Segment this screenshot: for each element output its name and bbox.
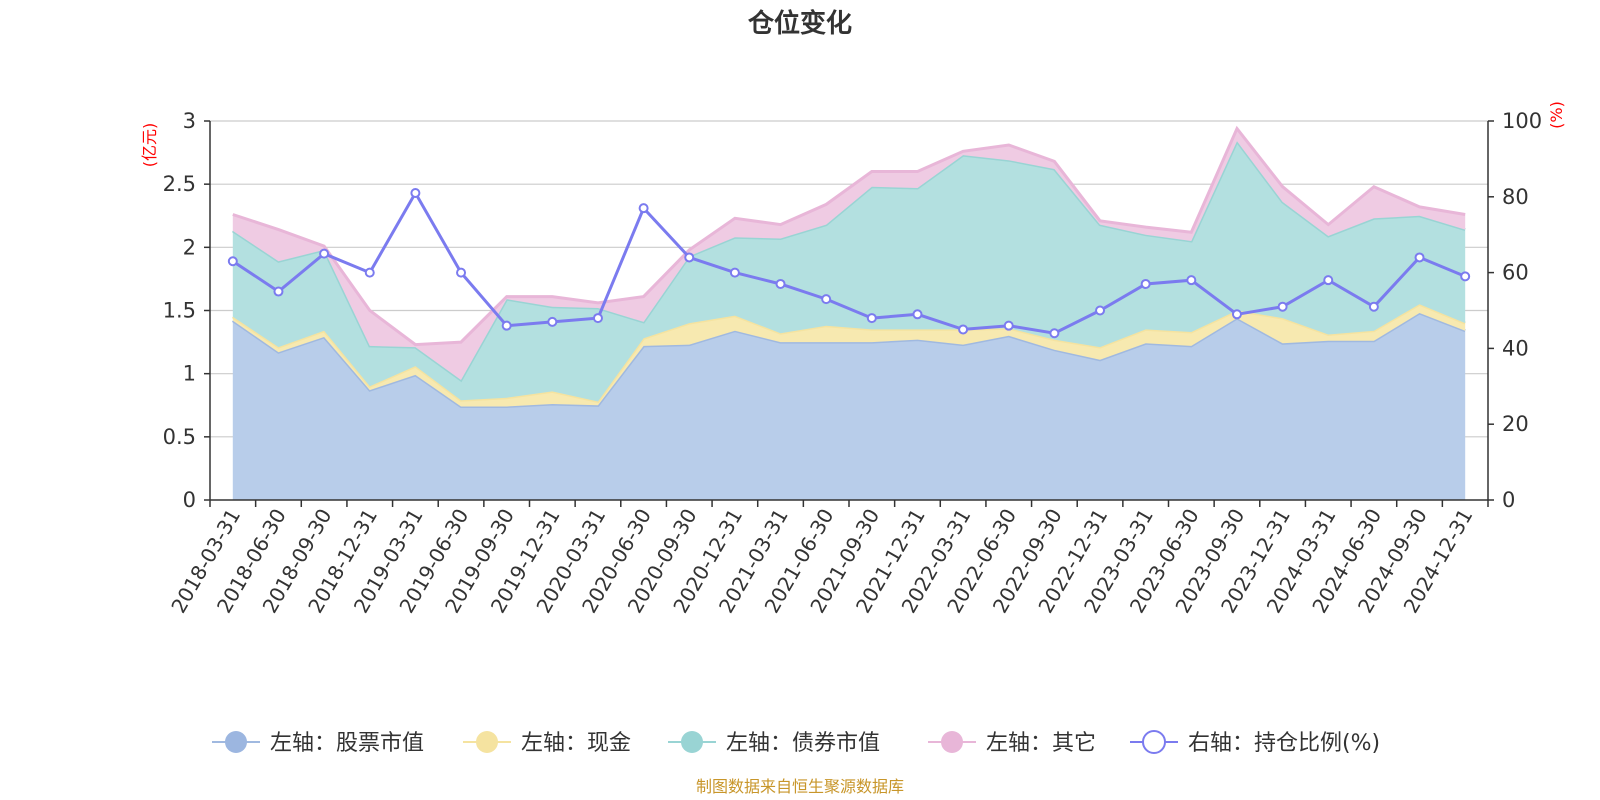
legend-marker xyxy=(681,731,703,753)
holding-ratio-line xyxy=(227,188,1471,339)
ratio-point xyxy=(1231,309,1242,320)
ratio-point xyxy=(1460,271,1471,282)
ratio-point xyxy=(501,320,512,331)
right-tick-label: 20 xyxy=(1502,412,1529,436)
ratio-point xyxy=(1140,278,1151,289)
stacked-areas xyxy=(231,125,1466,500)
right-axis-unit: (%) xyxy=(1547,101,1566,129)
ratio-point xyxy=(364,267,375,278)
legend-marker xyxy=(476,731,498,753)
right-tick-label: 100 xyxy=(1502,109,1542,133)
ratio-point xyxy=(1095,305,1106,316)
legend-label: 右轴：持仓比例(%) xyxy=(1188,731,1380,756)
ratio-point xyxy=(1186,275,1197,286)
ratio-point xyxy=(729,267,740,278)
right-tick-label: 40 xyxy=(1502,336,1529,360)
right-tick-label: 80 xyxy=(1502,185,1529,209)
ratio-point xyxy=(684,252,695,263)
ratio-point xyxy=(273,286,284,297)
ratio-point xyxy=(821,294,832,305)
source-note: 制图数据来自恒生聚源数据库 xyxy=(696,777,904,796)
ratio-point xyxy=(547,316,558,327)
legend-marker xyxy=(1142,730,1166,754)
ratio-point xyxy=(958,324,969,335)
right-tick-label: 0 xyxy=(1502,488,1515,512)
ratio-point xyxy=(227,256,238,267)
ratio-point xyxy=(1003,320,1014,331)
legend-label: 左轴：股票市值 xyxy=(270,731,424,756)
legend-label: 左轴：债券市值 xyxy=(726,731,880,756)
left-axis-unit: (亿元) xyxy=(140,123,159,168)
ratio-line-path xyxy=(231,189,1466,335)
ratio-point xyxy=(592,313,603,324)
left-tick-label: 0.5 xyxy=(163,425,196,449)
left-tick-label: 2.5 xyxy=(163,172,196,196)
ratio-point xyxy=(1368,301,1379,312)
legend-marker xyxy=(941,731,963,753)
legend-label: 左轴：其它 xyxy=(986,731,1096,756)
left-tick-label: 0 xyxy=(183,488,196,512)
ratio-point xyxy=(1414,252,1425,263)
left-tick-label: 1 xyxy=(183,362,196,386)
area-edge-左轴：其它 xyxy=(232,125,1466,347)
ratio-point xyxy=(1323,275,1334,286)
ratio-point xyxy=(912,309,923,320)
ratio-point xyxy=(1049,328,1060,339)
left-tick-label: 1.5 xyxy=(163,299,196,323)
chart-title: 仓位变化 xyxy=(747,8,852,39)
ratio-point xyxy=(319,248,330,259)
area-左轴：股票市值 xyxy=(232,313,1466,500)
left-tick-label: 3 xyxy=(183,109,196,133)
axes: 0 0.5 1 1.5 2 2.5 3 0 20 40 60 80 100 xyxy=(163,109,1543,512)
area-左轴：债券市值 xyxy=(232,141,1466,402)
ratio-point xyxy=(410,188,421,199)
legend: 左轴：股票市值 左轴：现金 左轴：债券市值 左轴：其它 右轴：持仓比例(%) xyxy=(212,730,1380,756)
ratio-point xyxy=(1277,301,1288,312)
left-tick-label: 2 xyxy=(183,235,196,259)
ratio-point xyxy=(638,203,649,214)
ratio-point xyxy=(775,278,786,289)
legend-marker xyxy=(225,731,247,753)
ratio-point xyxy=(456,267,467,278)
ratio-point xyxy=(866,313,877,324)
x-axis-labels: 2018-03-312018-06-302018-09-302018-12-31… xyxy=(166,504,1477,617)
right-tick-label: 60 xyxy=(1502,261,1529,285)
legend-label: 左轴：现金 xyxy=(521,731,631,756)
